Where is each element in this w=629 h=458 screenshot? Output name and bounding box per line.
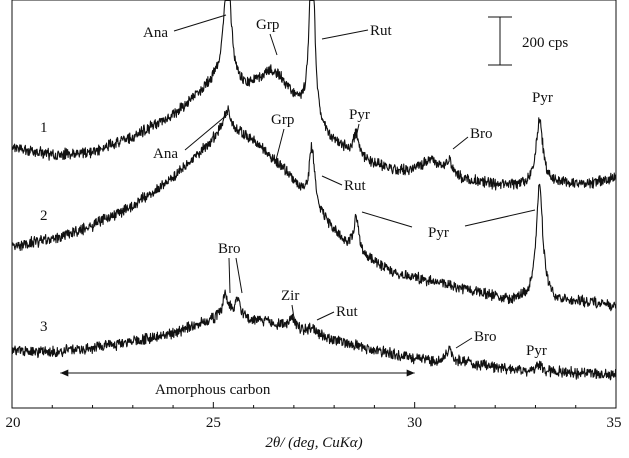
curves-layer (11, 0, 617, 381)
x-tick-label: 25 (206, 415, 221, 431)
xrd-pattern-2 (11, 105, 617, 312)
scale-bar: 200 cps (488, 16, 568, 66)
range-arrow-right (406, 369, 415, 377)
peak-label-pyr-3: Pyr (526, 343, 547, 359)
series-label-1: 1 (40, 120, 48, 136)
peak-label-bro-3b: Bro (474, 329, 497, 345)
x-axis-title: 2θ/ (deg, CuKα) (265, 435, 362, 451)
peak-label-pyr-2: Pyr (428, 225, 449, 241)
peak-label-bro-1: Bro (470, 126, 493, 142)
peak-label-bro-3: Bro (218, 241, 241, 257)
range-arrow-left (60, 369, 69, 377)
series-label-3: 3 (40, 319, 48, 335)
peak-label-ana-1: Ana (143, 25, 168, 41)
peak-label-pyr-1b: Pyr (532, 90, 553, 106)
x-tick-label: 35 (607, 415, 622, 431)
peak-label-rut-2: Rut (344, 178, 367, 194)
x-ticks: 20 25 30 35 (6, 402, 622, 431)
amorphous-carbon-annotation: Amorphous carbon (60, 369, 415, 398)
amorphous-carbon-label: Amorphous carbon (155, 382, 271, 398)
series-label-2: 2 (40, 208, 48, 224)
scale-bar-label: 200 cps (522, 35, 568, 51)
peak-label-grp-1: Grp (256, 17, 279, 33)
x-tick-label: 30 (407, 415, 422, 431)
x-tick-label: 20 (6, 415, 21, 431)
peak-label-pyr-1: Pyr (349, 107, 370, 123)
peak-label-ana-2: Ana (153, 146, 178, 162)
peak-label-rut-1: Rut (370, 23, 393, 39)
peak-label-zir-3: Zir (281, 288, 299, 304)
plot-frame (11, 0, 617, 409)
xrd-pattern-1 (11, 0, 617, 191)
peak-label-rut-3: Rut (336, 304, 359, 320)
xrd-pattern-3 (11, 289, 617, 381)
peak-label-grp-2: Grp (271, 112, 294, 128)
